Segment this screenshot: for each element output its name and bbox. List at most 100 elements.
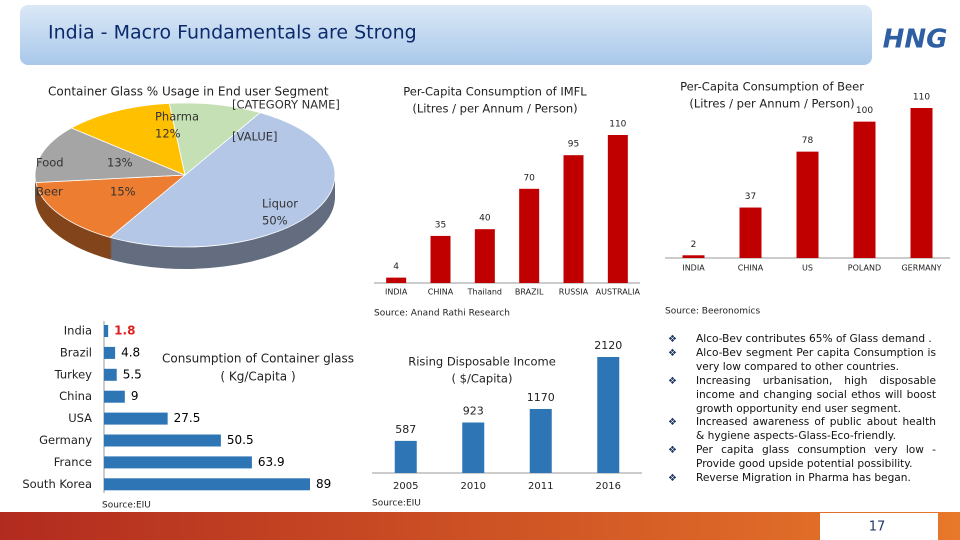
value-label: 50.5	[227, 433, 254, 447]
x-tick-label: POLAND	[848, 264, 881, 273]
bar	[104, 390, 125, 403]
chart-title: Container Glass % Usage in End user Segm…	[48, 85, 329, 99]
value-label: 1170	[527, 391, 555, 404]
pie-slice	[35, 174, 187, 238]
y-tick-label: Germany	[39, 433, 92, 447]
logo: HNG	[883, 25, 948, 55]
bar	[607, 135, 628, 283]
y-tick-label: South Korea	[22, 477, 92, 491]
value-label: 5.5	[123, 367, 142, 381]
page-number: 17	[869, 520, 886, 535]
pie-slice	[168, 102, 261, 176]
chart-title: Per-Capita Consumption of Beer	[680, 80, 864, 94]
x-tick-label: 2005	[393, 481, 418, 492]
x-tick-label: BRAZIL	[515, 288, 544, 297]
x-tick-label: CHINA	[428, 288, 454, 297]
x-tick-label: GERMANY	[901, 264, 941, 273]
bar	[796, 151, 819, 258]
value-label: 587	[395, 423, 416, 436]
bar	[394, 440, 417, 473]
value-label: 2120	[594, 339, 622, 352]
value-label: 2	[691, 240, 697, 250]
bullet: Per capita glass consumption very low - …	[668, 444, 936, 472]
x-tick-label: CHINA	[738, 264, 764, 273]
y-tick-label: Turkey	[54, 367, 93, 381]
x-tick-label: RUSSIA	[559, 288, 589, 297]
source-note: Source: Beeronomics	[665, 307, 760, 317]
value-label: 40	[479, 214, 491, 224]
value-label: 9	[131, 389, 139, 403]
bar	[104, 478, 310, 491]
source-note: Source:EIU	[102, 501, 151, 511]
bar	[104, 456, 252, 469]
pie-slice	[70, 102, 186, 176]
chart-title: Consumption of Container glass	[162, 352, 354, 366]
pie-slice	[34, 127, 186, 183]
bar	[682, 255, 705, 258]
value-label: 35	[435, 220, 446, 230]
value-label: 4.8	[121, 345, 140, 359]
bar	[104, 368, 117, 381]
bar	[529, 408, 552, 473]
bar	[519, 188, 540, 283]
title-banner	[20, 5, 872, 65]
chart-title: Per-Capita Consumption of IMFL	[403, 85, 587, 99]
footer-bar	[0, 512, 960, 540]
bar	[563, 155, 584, 283]
slice-label: Liquor	[262, 197, 298, 211]
bar	[104, 434, 221, 447]
y-tick-label: India	[64, 324, 92, 338]
x-tick-label: 2011	[528, 481, 553, 492]
bar	[386, 277, 407, 283]
bar	[104, 325, 109, 337]
bar	[910, 108, 933, 258]
chart-title: Rising Disposable Income	[408, 355, 556, 369]
slice-value-label: 15%	[110, 185, 136, 199]
value-label: 100	[856, 106, 873, 116]
bar	[104, 412, 168, 425]
slice-value-label: 12%	[155, 127, 181, 141]
bar	[853, 121, 876, 259]
value-label: 37	[745, 192, 756, 202]
x-tick-label: AUSTRALIA	[596, 288, 641, 297]
bar	[430, 235, 451, 283]
chart-subtitle: ( $/Capita)	[452, 372, 513, 386]
chart-subtitle: ( Kg/Capita )	[220, 370, 295, 384]
slice-label: [CATEGORY NAME]	[232, 98, 340, 112]
y-tick-label: Brazil	[60, 345, 92, 359]
source-note: Source: Anand Rathi Research	[374, 309, 510, 319]
value-label: 923	[463, 404, 484, 417]
value-label: 4	[393, 262, 399, 272]
bar	[462, 422, 485, 473]
value-label: 89	[316, 477, 331, 491]
bar	[474, 229, 495, 283]
chart-subtitle: (Litres / per Annum / Person)	[412, 102, 577, 116]
x-tick-label: 2016	[596, 481, 621, 492]
slice-value-label: 50%	[262, 214, 288, 228]
value-label: 95	[568, 140, 579, 150]
y-tick-label: USA	[68, 411, 92, 425]
value-label: 63.9	[258, 455, 285, 469]
pie-slice	[109, 112, 336, 248]
bar	[597, 357, 620, 473]
chart-subtitle: (Litres / per Annum / Person)	[689, 97, 854, 111]
bullet-list: Alco-Bev contributes 65% of Glass demand…	[668, 333, 936, 486]
x-tick-label: Thailand	[467, 288, 502, 297]
source-note: Source:EIU	[372, 499, 421, 509]
slice-label: Food	[36, 156, 64, 170]
value-label: 1.8	[114, 324, 135, 338]
bullet: Increasing urbanisation, high disposable…	[668, 375, 936, 417]
value-label: 27.5	[174, 411, 201, 425]
bar	[739, 207, 762, 258]
bar	[104, 346, 116, 359]
bullet: Alco-Bev contributes 65% of Glass demand…	[668, 333, 936, 347]
y-tick-label: France	[54, 455, 92, 469]
bullet: Increased awareness of public about heal…	[668, 416, 936, 444]
y-tick-label: China	[59, 389, 92, 403]
slice-label: Beer	[36, 185, 63, 199]
x-tick-label: 2010	[461, 481, 486, 492]
x-tick-label: INDIA	[682, 264, 705, 273]
slice-value-label: 13%	[107, 156, 133, 170]
